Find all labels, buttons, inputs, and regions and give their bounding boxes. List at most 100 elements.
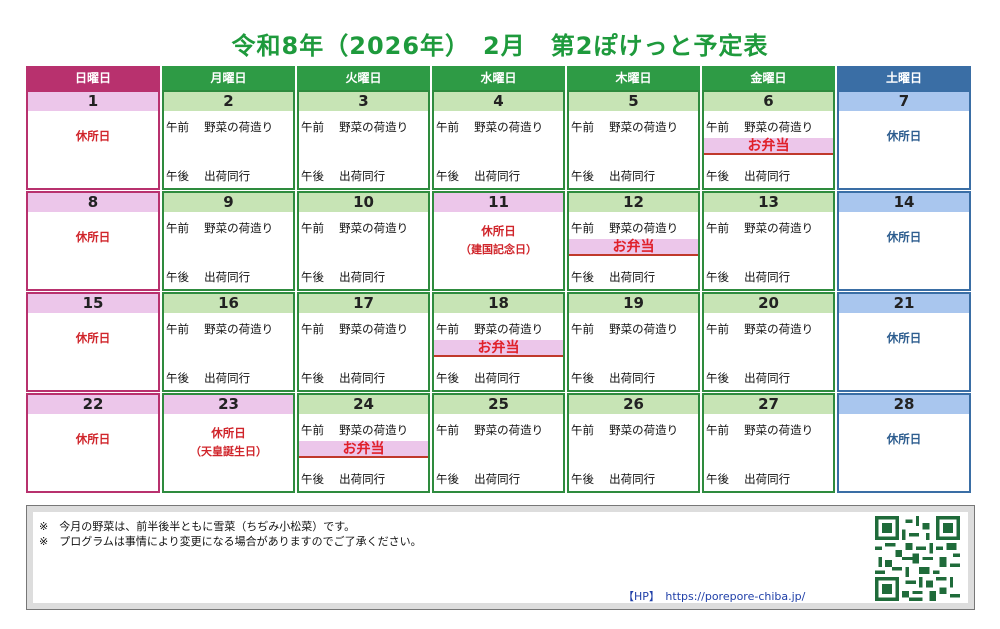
am-schedule: 午前 野菜の荷造り [301, 120, 409, 134]
closed-label: 休所日 [28, 330, 158, 346]
holiday-name: （天皇誕生日） [190, 445, 267, 458]
weekday-header: 土曜日 [837, 66, 971, 90]
am-schedule: 午前 野菜の荷造り [571, 322, 679, 336]
weekday-header: 火曜日 [297, 66, 430, 90]
closed-text: 休所日 [75, 129, 111, 143]
qr-code-icon [875, 516, 960, 601]
calendar-grid: 日曜日 月曜日 火曜日 水曜日 木曜日 金曜日 土曜日 1 休所日 2 午前 野菜の荷造り 午後 出荷… [26, 66, 975, 493]
pm-schedule: 午後 出荷同行 [436, 169, 521, 183]
day-cell: 26 午前 野菜の荷造り 午後 出荷同行 [567, 393, 700, 493]
pm-schedule: 午後 出荷同行 [571, 270, 656, 284]
am-schedule: 午前 野菜の荷造り [301, 423, 409, 437]
am-schedule: 午前 野菜の荷造り [571, 221, 679, 235]
note-line-1: ※ 今月の野菜は、前半後半ともに雪菜（ちぢみ小松菜）です。 [39, 520, 356, 533]
day-number: 2 [164, 92, 293, 111]
bento-badge: お弁当 [704, 138, 833, 155]
day-number: 13 [704, 193, 833, 212]
day-cell: 21 休所日 [837, 292, 971, 392]
day-cell: 20 午前 野菜の荷造り 午後 出荷同行 [702, 292, 835, 392]
day-cell: 16 午前 野菜の荷造り 午後 出荷同行 [162, 292, 295, 392]
pm-schedule: 午後 出荷同行 [436, 371, 521, 385]
day-cell: 23 休所日 （天皇誕生日） [162, 393, 295, 493]
day-cell: 12 午前 野菜の荷造り お弁当 午後 出荷同行 [567, 191, 700, 291]
day-number: 17 [299, 294, 428, 313]
am-schedule: 午前 野菜の荷造り [166, 221, 274, 235]
day-cell: 4 午前 野菜の荷造り 午後 出荷同行 [432, 90, 565, 190]
day-number: 3 [299, 92, 428, 111]
am-schedule: 午前 野菜の荷造り [706, 120, 814, 134]
bento-badge: お弁当 [569, 239, 698, 256]
day-cell: 11 休所日 （建国記念日） [432, 191, 565, 291]
weekday-header: 水曜日 [432, 66, 565, 90]
day-cell: 24 午前 野菜の荷造り お弁当 午後 出荷同行 [297, 393, 430, 493]
pm-schedule: 午後 出荷同行 [166, 270, 251, 284]
day-number: 7 [839, 92, 969, 111]
day-cell: 1 休所日 [26, 90, 160, 190]
day-cell: 17 午前 野菜の荷造り 午後 出荷同行 [297, 292, 430, 392]
am-schedule: 午前 野菜の荷造り [571, 120, 679, 134]
closed-text: 休所日 [75, 432, 111, 446]
day-number: 19 [569, 294, 698, 313]
day-number: 25 [434, 395, 563, 414]
weekday-header: 日曜日 [26, 66, 160, 90]
closed-text: 休所日 [886, 230, 922, 244]
pm-schedule: 午後 出荷同行 [706, 169, 791, 183]
day-cell: 25 午前 野菜の荷造り 午後 出荷同行 [432, 393, 565, 493]
day-number: 15 [28, 294, 158, 313]
day-cell: 19 午前 野菜の荷造り 午後 出荷同行 [567, 292, 700, 392]
bento-badge: お弁当 [434, 340, 563, 357]
pm-schedule: 午後 出荷同行 [166, 371, 251, 385]
day-cell: 8 休所日 [26, 191, 160, 291]
am-schedule: 午前 野菜の荷造り [706, 423, 814, 437]
day-cell: 27 午前 野菜の荷造り 午後 出荷同行 [702, 393, 835, 493]
am-schedule: 午前 野菜の荷造り [301, 322, 409, 336]
day-number: 21 [839, 294, 969, 313]
day-number: 11 [434, 193, 563, 212]
closed-text: 休所日 [886, 129, 922, 143]
closed-label: 休所日 [28, 128, 158, 144]
day-number: 27 [704, 395, 833, 414]
day-cell: 5 午前 野菜の荷造り 午後 出荷同行 [567, 90, 700, 190]
pm-schedule: 午後 出荷同行 [166, 169, 251, 183]
am-schedule: 午前 野菜の荷造り [436, 322, 544, 336]
note-line-2: ※ プログラムは事情により変更になる場合がありますのでご了承ください。 [39, 535, 422, 548]
homepage-link[interactable]: 【HP】 https://porepore-chiba.jp/ [623, 590, 806, 603]
pm-schedule: 午後 出荷同行 [571, 472, 656, 486]
am-schedule: 午前 野菜の荷造り [166, 322, 274, 336]
weekday-header: 金曜日 [702, 66, 835, 90]
pm-schedule: 午後 出荷同行 [706, 371, 791, 385]
day-cell: 14 休所日 [837, 191, 971, 291]
closed-label: 休所日 [839, 128, 969, 144]
closed-label: 休所日 （建国記念日） [434, 223, 563, 257]
notes-inner: ※ 今月の野菜は、前半後半ともに雪菜（ちぢみ小松菜）です。 ※ プログラムは事情… [33, 512, 968, 603]
day-cell: 6 午前 野菜の荷造り お弁当 午後 出荷同行 [702, 90, 835, 190]
day-number: 18 [434, 294, 563, 313]
closed-label: 休所日 [28, 229, 158, 245]
day-number: 1 [28, 92, 158, 111]
pm-schedule: 午後 出荷同行 [301, 472, 386, 486]
am-schedule: 午前 野菜の荷造り [706, 322, 814, 336]
day-number: 10 [299, 193, 428, 212]
pm-schedule: 午後 出荷同行 [571, 371, 656, 385]
day-cell: 18 午前 野菜の荷造りお弁当午後 出荷同行 [432, 292, 565, 392]
am-schedule: 午前 野菜の荷造り [436, 120, 544, 134]
pm-schedule: 午後 出荷同行 [571, 169, 656, 183]
pm-schedule: 午後 出荷同行 [301, 270, 386, 284]
day-number: 28 [839, 395, 969, 414]
day-cell: 28 休所日 [837, 393, 971, 493]
day-cell: 3 午前 野菜の荷造り 午後 出荷同行 [297, 90, 430, 190]
closed-text: 休所日 [211, 426, 246, 440]
day-cell: 15 休所日 [26, 292, 160, 392]
am-schedule: 午前 野菜の荷造り [706, 221, 814, 235]
closed-label: 休所日 [839, 431, 969, 447]
bento-badge: お弁当 [299, 441, 428, 458]
pm-schedule: 午後 出荷同行 [436, 472, 521, 486]
weekday-header: 木曜日 [567, 66, 700, 90]
notes-panel: ※ 今月の野菜は、前半後半ともに雪菜（ちぢみ小松菜）です。 ※ プログラムは事情… [26, 505, 975, 610]
closed-label: 休所日 [839, 330, 969, 346]
day-number: 23 [164, 395, 293, 414]
page-title: 令和8年（2026年） 2月 第2ぽけっと予定表 [231, 32, 769, 60]
day-number: 16 [164, 294, 293, 313]
am-schedule: 午前 野菜の荷造り [301, 221, 409, 235]
day-number: 22 [28, 395, 158, 414]
